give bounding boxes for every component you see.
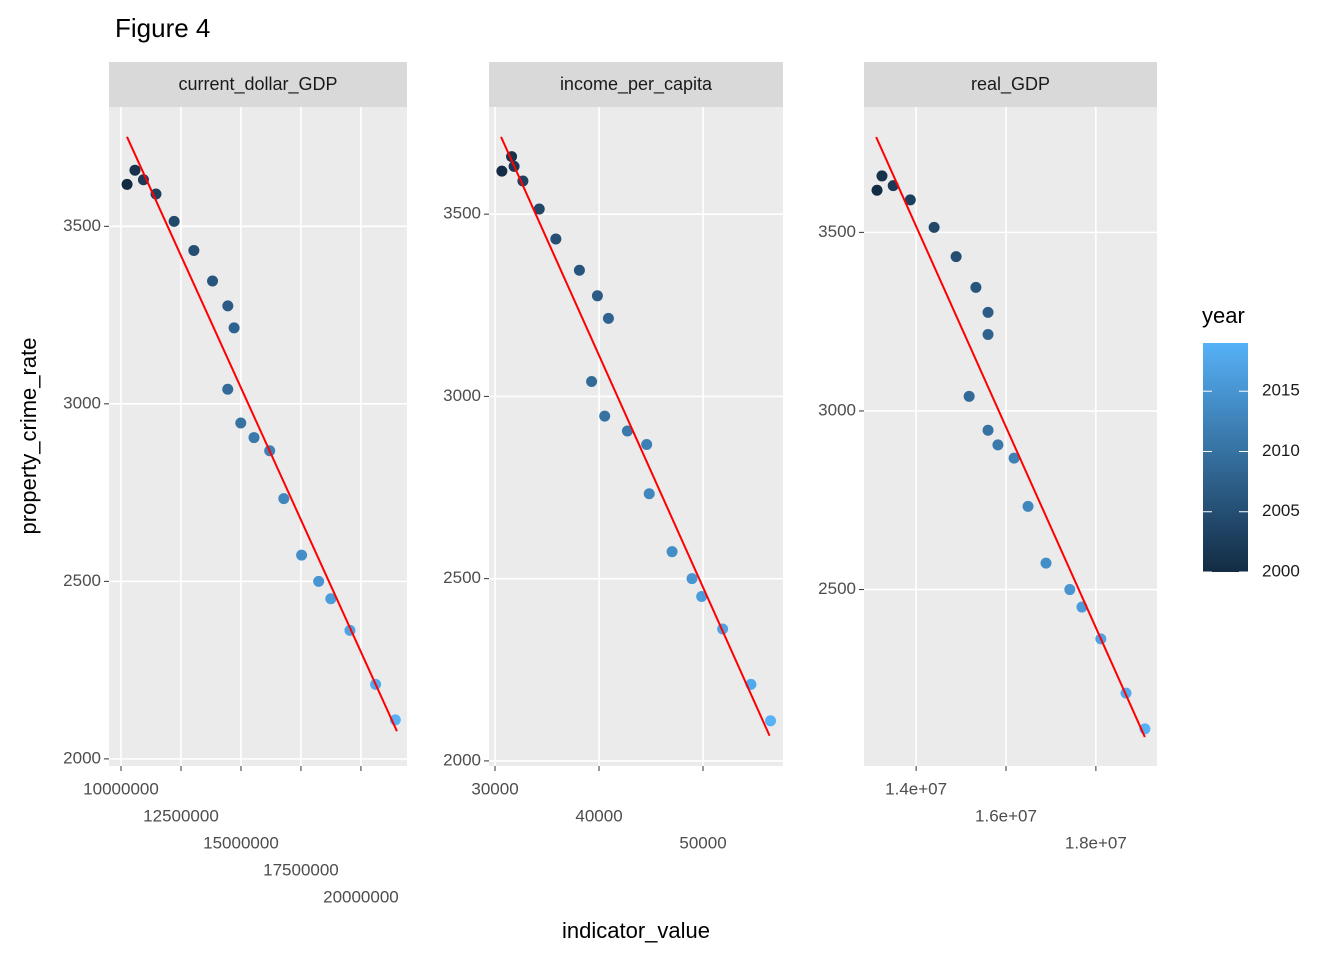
point [121, 178, 133, 190]
legend-label: 2010 [1262, 441, 1300, 460]
strip [489, 62, 783, 107]
y-tick-label: 2000 [443, 750, 481, 769]
y-tick-label: 3500 [63, 216, 101, 235]
x-tick-label: 1.8e+07 [1065, 833, 1127, 852]
x-tick-label: 1.6e+07 [975, 806, 1037, 825]
strip [109, 62, 407, 107]
y-tick-label: 2500 [443, 568, 481, 587]
y-tick-label: 2000 [63, 748, 101, 767]
point [533, 203, 545, 215]
point [248, 432, 260, 444]
point [963, 390, 975, 402]
strip-label: real_GDP [971, 74, 1050, 95]
point [928, 221, 940, 233]
point [496, 165, 508, 177]
point [876, 170, 888, 182]
point [982, 329, 994, 341]
point [982, 424, 994, 436]
point [586, 375, 598, 387]
colorbar [1203, 343, 1248, 572]
point [904, 194, 916, 206]
point [666, 546, 678, 558]
chart-title: Figure 4 [115, 13, 210, 43]
point [643, 488, 655, 500]
point [313, 575, 325, 587]
x-tick-label: 50000 [679, 833, 726, 852]
point [168, 215, 180, 227]
point [599, 410, 611, 422]
point [686, 573, 698, 585]
x-tick-label: 30000 [471, 779, 518, 798]
legend-label: 2000 [1262, 561, 1300, 580]
point [188, 244, 200, 256]
point [228, 322, 240, 334]
point [222, 383, 234, 395]
point [296, 549, 308, 561]
legend-label: 2005 [1262, 501, 1300, 520]
legend-title: year [1202, 303, 1245, 328]
fit-line [126, 136, 398, 732]
point [602, 312, 614, 324]
point [871, 184, 883, 196]
point [621, 425, 633, 437]
point [950, 251, 962, 263]
fit-line [500, 136, 771, 737]
point [235, 417, 247, 429]
x-tick-label: 1.4e+07 [885, 779, 947, 798]
x-tick-label: 12500000 [143, 806, 219, 825]
point [222, 300, 234, 312]
point [1064, 584, 1076, 596]
x-axis-title: indicator_value [562, 918, 710, 943]
point [765, 715, 777, 727]
y-tick-label: 2500 [818, 579, 856, 598]
point [207, 275, 219, 287]
x-tick-label: 20000000 [323, 887, 399, 906]
y-tick-label: 3000 [63, 393, 101, 412]
point [325, 593, 337, 605]
x-tick-label: 10000000 [83, 779, 159, 798]
legend-label: 2015 [1262, 381, 1300, 400]
y-tick-label: 3000 [818, 400, 856, 419]
y-tick-label: 3500 [443, 204, 481, 223]
x-tick-label: 40000 [575, 806, 622, 825]
strip [864, 62, 1157, 107]
point [129, 164, 141, 176]
point [696, 591, 708, 603]
y-tick-label: 3500 [818, 222, 856, 241]
y-tick-label: 3000 [443, 386, 481, 405]
point [1040, 557, 1052, 569]
point [982, 306, 994, 318]
x-tick-label: 17500000 [263, 860, 339, 879]
x-tick-label: 15000000 [203, 833, 279, 852]
point [550, 233, 562, 245]
point [992, 439, 1004, 451]
point [278, 493, 290, 505]
y-tick-label: 2500 [63, 571, 101, 590]
point [641, 439, 653, 451]
strip-label: income_per_capita [560, 74, 713, 95]
point [573, 264, 585, 276]
fit-line [875, 136, 1146, 738]
point [591, 290, 603, 302]
point [1008, 452, 1020, 464]
strip-label: current_dollar_GDP [178, 74, 337, 95]
point [970, 281, 982, 293]
y-axis-title: property_crime_rate [16, 338, 41, 535]
point [1022, 500, 1034, 512]
